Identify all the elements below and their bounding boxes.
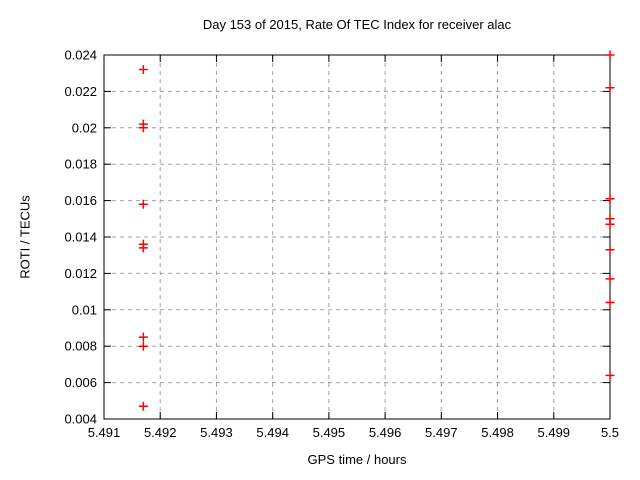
data-point <box>605 274 615 284</box>
y-tick-label: 0.016 <box>64 193 97 208</box>
y-tick-label: 0.018 <box>64 157 97 172</box>
x-tick-label: 5.499 <box>538 425 571 440</box>
y-tick-label: 0.01 <box>72 302 97 317</box>
data-point <box>138 65 148 75</box>
y-axis-label: ROTI / TECUs <box>17 195 33 279</box>
x-tick-label: 5.496 <box>369 425 402 440</box>
data-point <box>138 123 148 133</box>
y-tick-label: 0.006 <box>64 375 97 390</box>
y-tick-label: 0.012 <box>64 266 97 281</box>
data-point <box>605 194 615 204</box>
y-tick-label: 0.02 <box>72 120 97 135</box>
x-tick-label: 5.491 <box>88 425 121 440</box>
chart-title: Day 153 of 2015, Rate Of TEC Index for r… <box>202 17 512 32</box>
data-point <box>138 199 148 209</box>
data-point <box>138 401 148 411</box>
x-tick-label: 5.5 <box>601 425 619 440</box>
x-tick-label: 5.493 <box>200 425 233 440</box>
x-tick-label: 5.497 <box>425 425 458 440</box>
data-point <box>605 83 615 93</box>
y-tick-label: 0.014 <box>64 230 97 245</box>
y-tick-label: 0.004 <box>64 412 97 427</box>
data-point <box>138 243 148 253</box>
y-tick-label: 0.024 <box>64 48 97 63</box>
data-point <box>138 332 148 342</box>
x-tick-label: 5.494 <box>256 425 289 440</box>
data-point <box>138 341 148 351</box>
y-tick-label: 0.022 <box>64 84 97 99</box>
data-point <box>605 50 615 60</box>
data-point <box>605 370 615 380</box>
data-point <box>605 219 615 229</box>
data-point <box>605 245 615 255</box>
x-tick-label: 5.495 <box>313 425 346 440</box>
data-point <box>605 298 615 308</box>
y-tick-label: 0.008 <box>64 339 97 354</box>
x-tick-label: 5.498 <box>481 425 514 440</box>
x-tick-label: 5.492 <box>144 425 177 440</box>
x-axis-label: GPS time / hours <box>307 452 407 467</box>
